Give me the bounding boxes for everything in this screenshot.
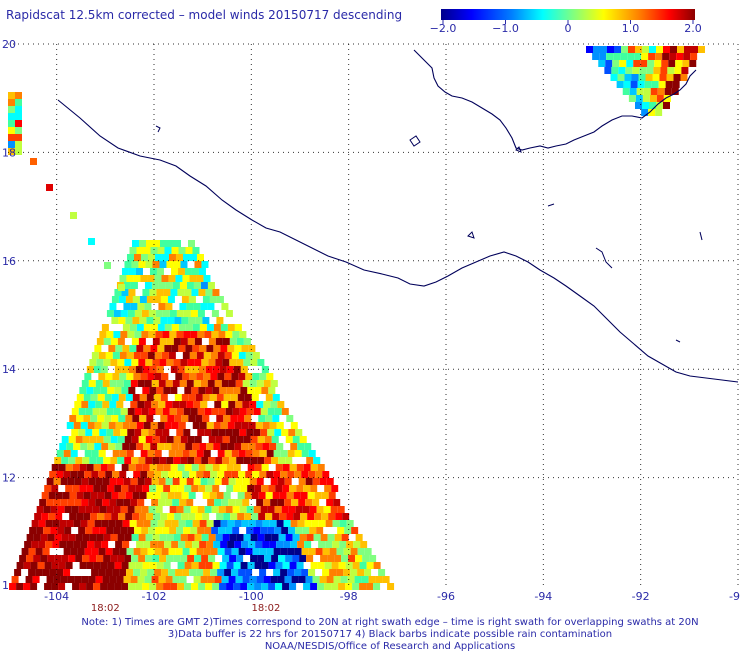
longitude-tick-label: -94 — [534, 590, 552, 603]
swath-time-label: 18:02 — [91, 603, 120, 614]
longitude-tick-label: -96 — [437, 590, 455, 603]
colorbar-ticks: −2.0 −1.0 0 1.0 2.0 — [430, 20, 702, 35]
latitude-tick-label: 14 — [2, 363, 16, 376]
colorbar-tick-label: −2.0 — [430, 22, 457, 35]
longitude-tick-label: -102 — [142, 590, 167, 603]
longitude-tick-label: -98 — [340, 590, 358, 603]
latitude-tick-label: 20 — [2, 38, 16, 51]
note-line-3: NOAA/NESDIS/Office of Research and Appli… — [264, 641, 516, 652]
islands — [155, 125, 703, 343]
lat-lon-grid — [8, 43, 739, 586]
wind-cells — [8, 46, 705, 590]
latitude-labels: 20 18 16 14 12 1 — [2, 38, 16, 592]
colorbar-tick-label: 0 — [565, 22, 572, 35]
time-labels: 18:02 18:02 — [91, 603, 280, 614]
longitude-tick-label: -92 — [632, 590, 650, 603]
latitude-tick-label: 18 — [2, 146, 16, 159]
colorbar — [441, 9, 695, 20]
longitude-labels: -104 -102 -100 -98 -96 -94 -92 -90 — [44, 590, 740, 603]
coastline-pacific — [57, 99, 739, 383]
latitude-tick-label: 16 — [2, 255, 16, 268]
latitude-tick-label: 12 — [2, 472, 16, 485]
note-line-2: 3)Data buffer is 22 hrs for 20150717 4) … — [167, 629, 613, 640]
swath-time-label: 18:02 — [252, 603, 281, 614]
longitude-tick-label: -100 — [239, 590, 264, 603]
colorbar-tick-label: −1.0 — [492, 22, 519, 35]
note-line-1: Note: 1) Times are GMT 2)Times correspon… — [81, 617, 699, 628]
coastline — [413, 49, 697, 151]
figure-title: Rapidscat 12.5km corrected – model winds… — [6, 8, 403, 22]
longitude-tick-label: -90 — [729, 590, 740, 603]
colorbar-tick-label: 2.0 — [684, 22, 702, 35]
longitude-tick-label: -104 — [44, 590, 69, 603]
colorbar-tick-label: 1.0 — [622, 22, 640, 35]
latitude-tick-label: 1 — [2, 579, 9, 592]
